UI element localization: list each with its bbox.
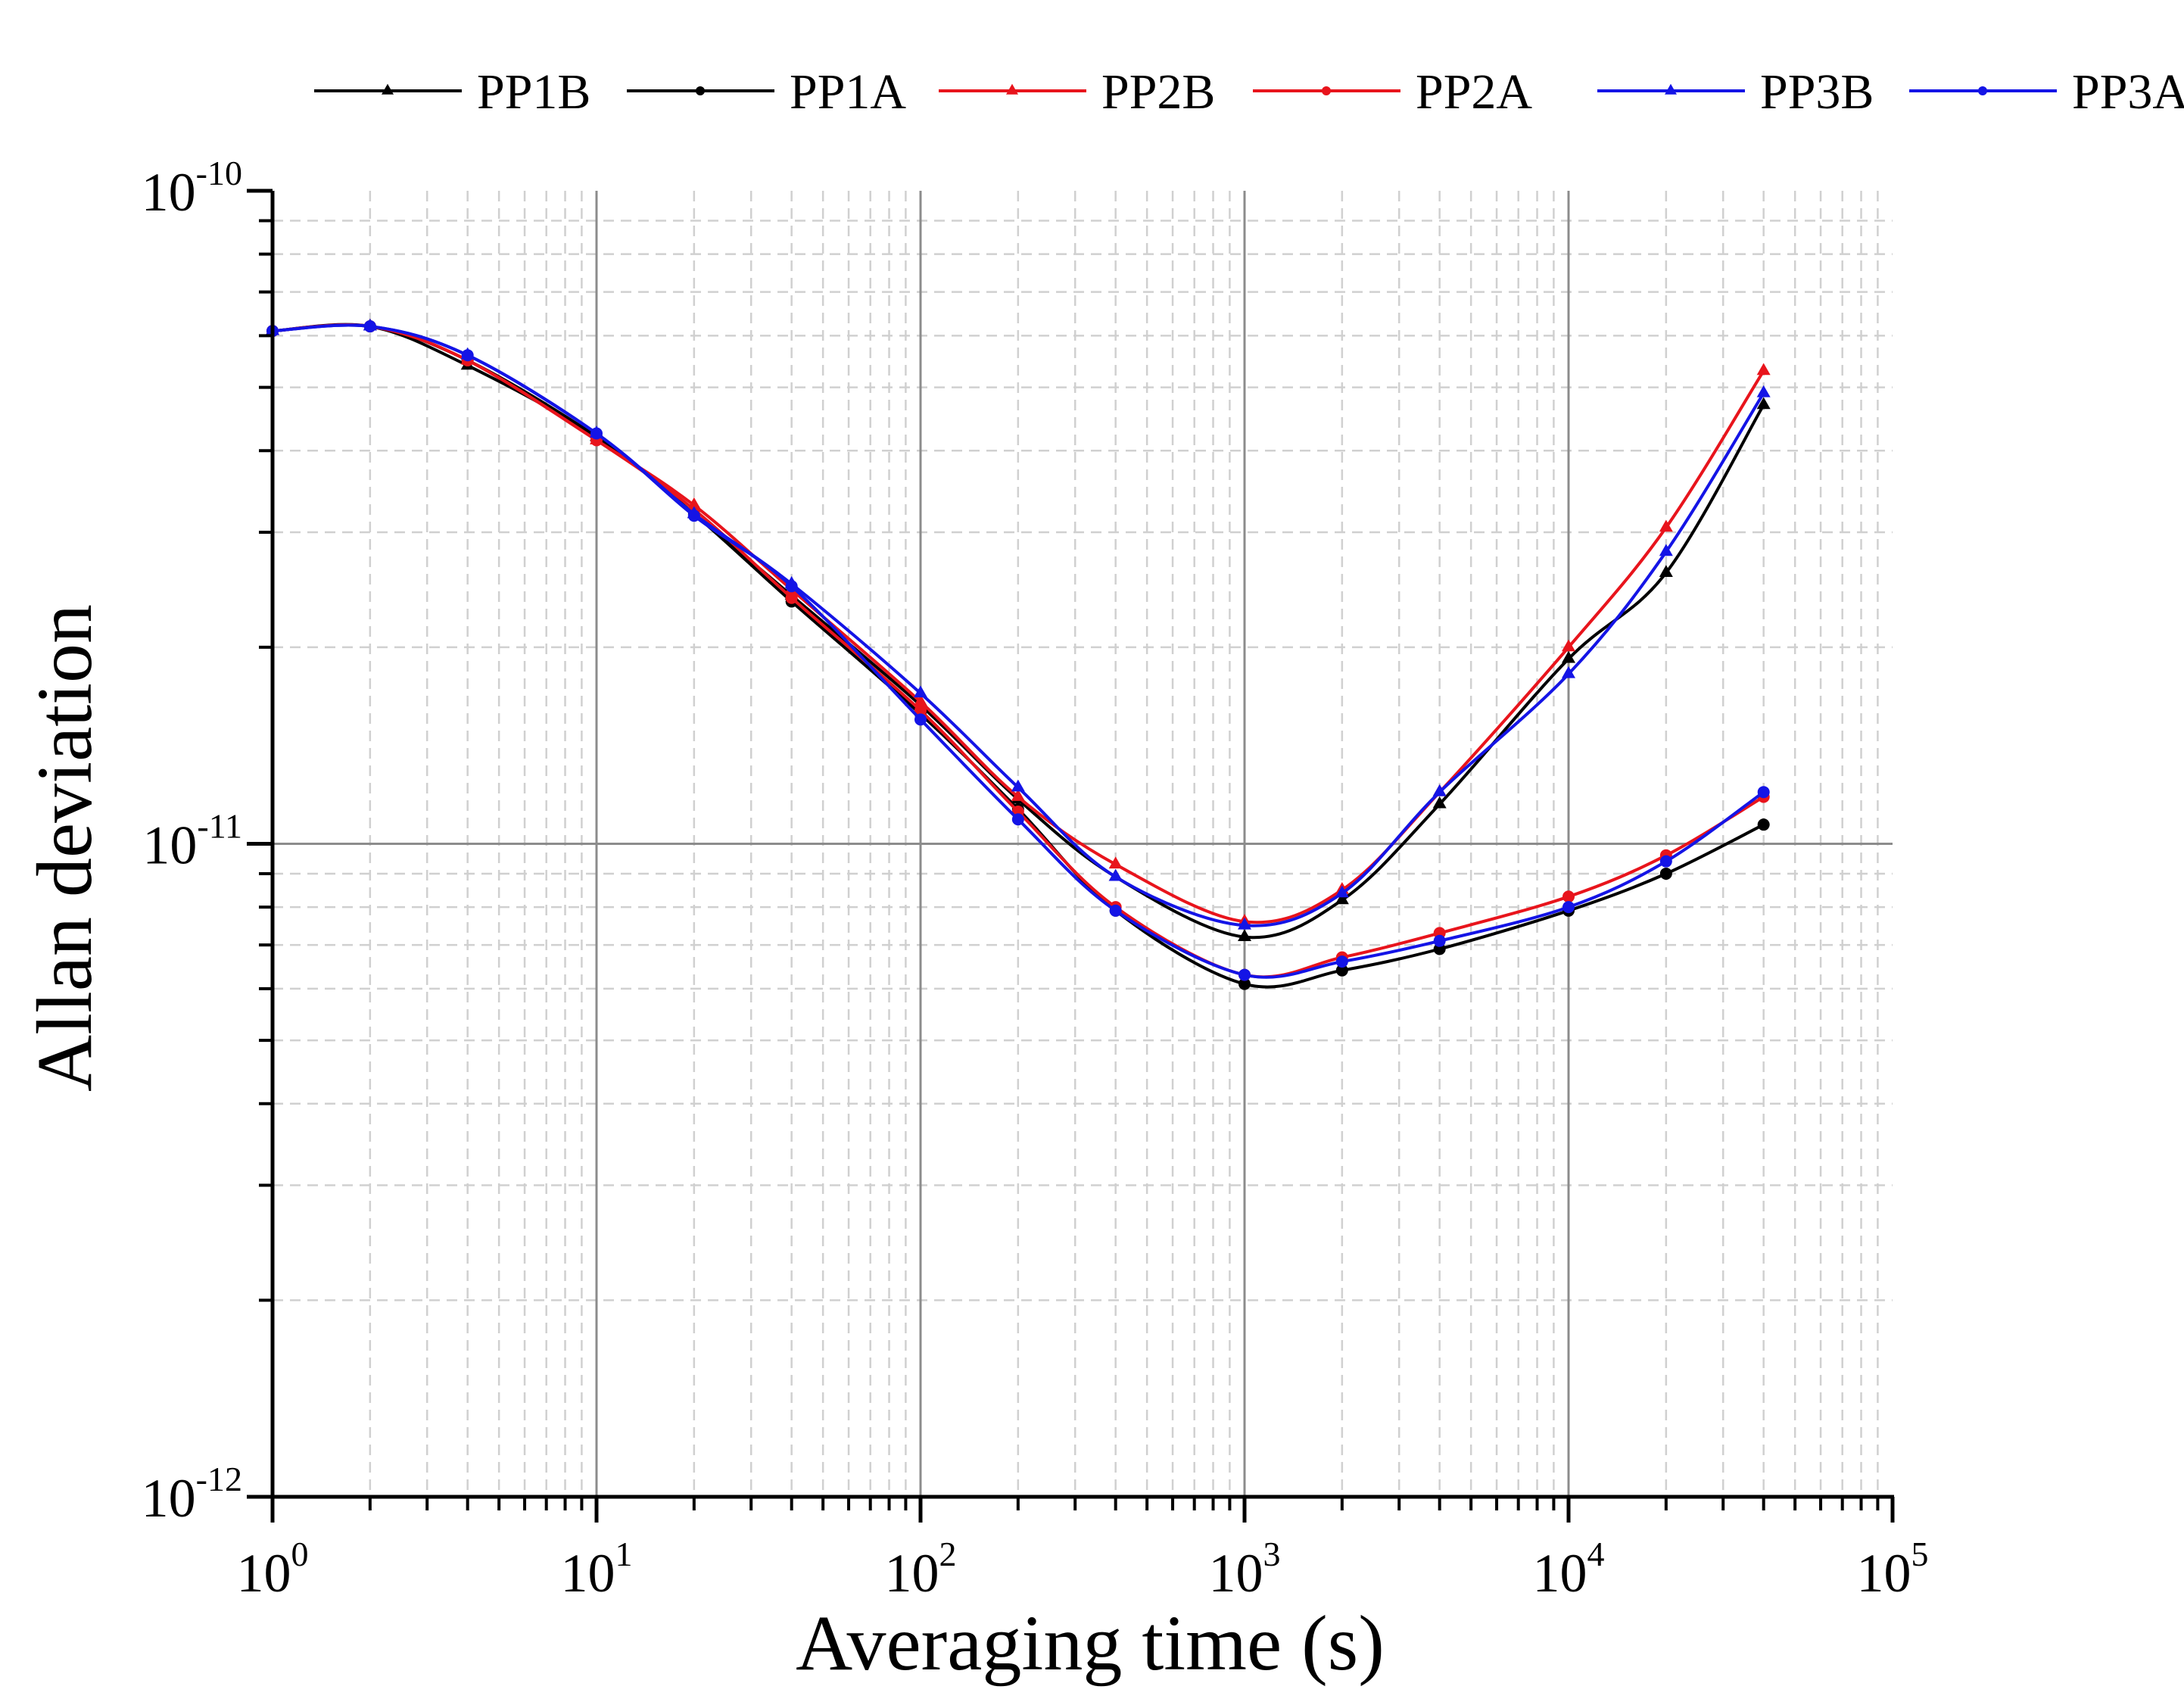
x-axis-title: Averaging time (s) [796,1600,1385,1687]
legend-item-pp3a: PP3A [1909,64,2184,120]
legend-marker-pp1b [382,83,394,95]
data-point-pp2a [914,704,927,717]
data-point-pp3a [590,427,603,440]
series-line-pp2a [272,323,1765,979]
legend-item-pp3b: PP3B [1597,64,1874,120]
y-tick-label: 10-11 [142,807,242,876]
data-point-pp2a [1562,890,1575,903]
legend-label-pp3a: PP3A [2072,64,2184,120]
data-point-pp2a [785,591,798,604]
data-point-pp3b [1432,784,1447,796]
series-line-pp3a [272,323,1765,979]
legend-label-pp1b: PP1B [477,64,590,120]
y-tick-label: 10-10 [142,154,242,223]
legend-label-pp2b: PP2B [1101,64,1215,120]
data-point-pp2b [1562,639,1575,652]
data-point-pp1a [1757,818,1770,831]
legend-label-pp1a: PP1A [790,64,906,120]
data-point-pp3b [1335,885,1349,898]
data-point-pp3b [1108,868,1123,881]
data-point-pp3a [785,580,798,593]
data-point-pp3a [687,510,700,522]
data-point-pp3b [1562,665,1575,678]
series-pp3a [266,320,1770,981]
y-tick-label: 10-12 [142,1460,242,1529]
plot-series [266,318,1771,990]
data-point-pp3b [1756,385,1771,397]
x-tick-label: 102 [885,1535,957,1604]
data-point-pp3b [1238,917,1251,930]
legend-item-pp1a: PP1A [627,64,906,120]
data-point-pp2b [914,694,927,706]
data-point-pp3a [1562,901,1575,914]
x-tick-label: 104 [1533,1535,1605,1604]
data-point-pp1b [1335,892,1349,905]
data-point-pp3a [1757,786,1770,799]
legend-item-pp2b: PP2B [939,64,1215,120]
data-point-pp1b [1756,397,1771,410]
data-point-pp1b [1562,650,1575,663]
data-point-pp1a [1335,964,1348,977]
data-point-pp3a [461,349,474,362]
legend-marker-pp2a [1322,86,1331,95]
legend-label-pp3b: PP3B [1760,64,1874,120]
x-tick-label: 105 [1857,1535,1929,1604]
data-point-pp1b [1432,796,1447,809]
legend-item-pp2a: PP2A [1253,64,1532,120]
legend-item-pp1b: PP1B [314,64,590,120]
data-point-pp1a [1238,977,1251,990]
x-tick-label: 100 [237,1535,309,1604]
series-line-pp2b [272,323,1765,924]
axes [247,189,1895,1523]
data-point-pp2b [1108,856,1123,869]
series-line-pp1a [272,323,1765,989]
legend: PP1B PP1A PP2B PP2A PP3B PP3A [314,64,2184,120]
data-point-pp3a [1109,904,1122,917]
x-tick-label: 101 [561,1535,633,1604]
data-point-pp3a [1659,855,1672,868]
data-point-pp3b [1011,779,1025,792]
legend-marker-pp2b [1006,83,1018,95]
tick-labels: 100 101 102 103 104 105 10-10 10-11 10-12 [142,154,1929,1604]
data-point-pp1a [1659,867,1672,880]
data-point-pp3b [914,685,927,698]
legend-marker-pp3b [1665,83,1677,95]
data-point-pp3a [363,320,376,333]
legend-marker-pp3a [1978,86,1987,95]
data-point-pp3a [1011,813,1024,826]
x-tick-label: 103 [1209,1535,1281,1604]
data-point-pp1b [1238,929,1251,941]
legend-marker-pp1a [696,86,705,95]
data-point-pp3a [1433,934,1446,947]
data-point-pp3a [914,713,927,726]
legend-label-pp2a: PP2A [1416,64,1532,120]
data-point-pp3a [1335,955,1348,968]
y-axis-title: Allan deviation [21,604,108,1092]
data-point-pp2b [1756,363,1771,376]
data-point-pp2b [1659,519,1673,532]
data-point-pp1b [1659,565,1673,577]
data-point-pp3a [1238,968,1251,981]
data-point-pp3b [1659,544,1673,556]
data-point-pp2b [1011,789,1025,801]
